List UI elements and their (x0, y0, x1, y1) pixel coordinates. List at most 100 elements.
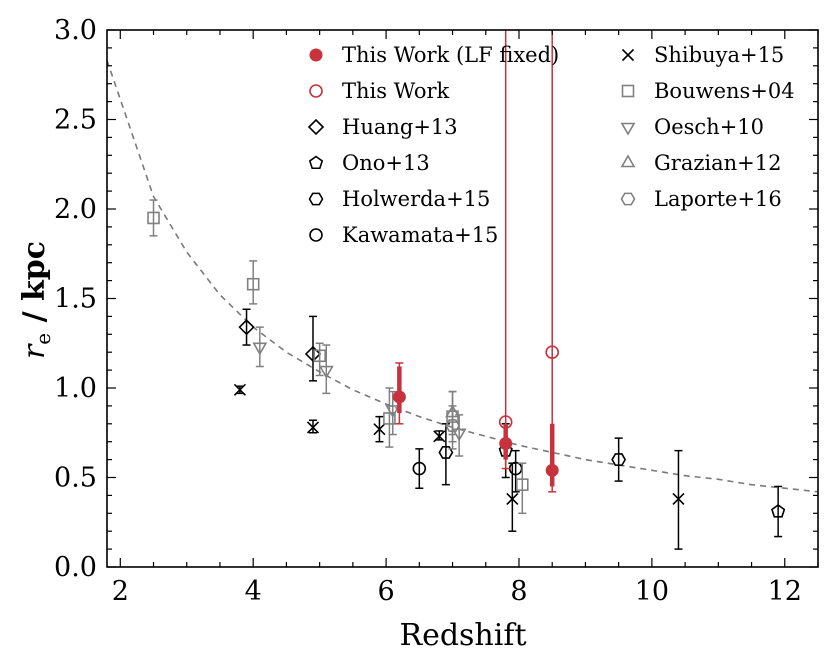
x-tick-label: 6 (377, 576, 394, 607)
legend-marker-ono-13 (308, 155, 324, 170)
legend-item-bouwens-04: Bouwens+04 (621, 79, 795, 103)
point-bouwens-04-2 (246, 277, 260, 291)
legend-marker-holwerda-15 (308, 192, 324, 206)
legend-label-shibuya-15: Shibuya+15 (654, 43, 784, 67)
legend-label-laporte-16: Laporte+16 (654, 187, 782, 211)
point-bouwens-04-2-errorbar (249, 260, 258, 305)
x-tick-label: 2 (112, 576, 129, 607)
legend-marker-this-work-lf-fixed (309, 48, 323, 62)
legend-marker-laporte-16 (620, 192, 636, 206)
y-tick-label: 0.0 (54, 552, 97, 583)
y-axis-label-main: r (17, 343, 52, 359)
point-shibuya-15-5 (506, 492, 519, 506)
legend-marker-bouwens-04 (621, 84, 635, 98)
legend-label-this-work-lf-fixed: This Work (LF fixed) (342, 43, 559, 67)
y-axis-label-sub: e (31, 333, 55, 345)
point-bouwens-04-3 (313, 349, 326, 363)
point-bouwens-04-6 (516, 478, 529, 491)
point-holwerda-15-2 (611, 453, 627, 467)
point-oesch-10-3 (385, 405, 401, 419)
point-bouwens-04-1-errorbar (149, 199, 158, 237)
point-oesch-10-2 (318, 365, 334, 379)
point-holwerda-15-2-errorbar (614, 437, 623, 482)
legend-label-holwerda-15: Holwerda+15 (342, 187, 490, 211)
legend-label-huang-13: Huang+13 (342, 115, 458, 139)
point-shibuya-15-2 (306, 421, 320, 434)
x-axis-label: Redshift (399, 618, 526, 653)
point-huang-13-1 (238, 319, 255, 336)
series-ono-13 (498, 423, 786, 538)
fit-curve (106, 60, 819, 493)
point-shibuya-15-4 (433, 430, 446, 443)
point-huang-13-2-errorbar (308, 315, 317, 382)
series-this-work (498, 345, 560, 429)
svg-text:re / kpc: re / kpc (17, 241, 55, 359)
point-laporte-16-1-errorbar (448, 405, 457, 450)
series-huang-13 (238, 308, 322, 382)
legend-label-this-work: This Work (342, 79, 450, 103)
legend-item-oesch-10: Oesch+10 (620, 115, 764, 139)
data-points-layer (147, 30, 786, 550)
series-this-work-lf-fixed (392, 30, 559, 493)
legend-item-kawamata-15: Kawamata+15 (309, 223, 498, 247)
legend-label-kawamata-15: Kawamata+15 (342, 223, 498, 247)
point-shibuya-15-5-errorbar (508, 462, 517, 532)
plot-frame (106, 29, 819, 568)
point-kawamata-15-1-errorbar (415, 448, 424, 489)
point-oesch-10-2-errorbar (322, 344, 331, 395)
point-oesch-10-3-errorbar (388, 390, 397, 436)
point-oesch-10-1 (252, 342, 268, 356)
point-this-work-lf-fixed-2-errorbar (501, 30, 510, 470)
point-this-work-lf-fixed-3 (545, 463, 559, 477)
point-this-work-lf-fixed-1 (392, 390, 406, 404)
point-laporte-16-1 (445, 419, 460, 433)
legend-marker-kawamata-15 (309, 228, 323, 242)
point-this-work-lf-fixed-2 (499, 436, 513, 450)
legend-item-laporte-16: Laporte+16 (620, 187, 782, 211)
point-bouwens-04-1 (147, 211, 160, 225)
axes-layer: 2 4 6 8 10 12 0.0 0.5 1.0 1.5 2.0 2.5 3.0 (54, 15, 819, 607)
legend-marker-this-work (309, 84, 323, 98)
point-bouwens-04-4-errorbar (385, 387, 394, 448)
series-oesch-10 (252, 326, 467, 457)
legend-label-ono-13: Ono+13 (342, 151, 430, 175)
point-shibuya-15-3 (373, 423, 386, 436)
point-oesch-10-4-errorbar (455, 414, 464, 457)
point-holwerda-15-1-errorbar (441, 423, 450, 486)
legend-item-grazian-12: Grazian+12 (620, 151, 781, 175)
point-shibuya-15-6 (672, 492, 685, 506)
x-tick-label: 10 (635, 576, 669, 607)
y-axis-label-unit: / kpc (17, 241, 52, 333)
y-tick-label: 2.0 (54, 194, 97, 225)
legend-label-oesch-10: Oesch+10 (654, 115, 764, 139)
point-ono-13-2 (771, 504, 786, 518)
legend-item-this-work-lf-fixed: This Work (LF fixed) (309, 43, 559, 67)
point-holwerda-15-1 (438, 446, 454, 459)
y-tick-label: 3.0 (54, 15, 97, 46)
legend-item-holwerda-15: Holwerda+15 (308, 187, 490, 211)
series-shibuya-15 (233, 383, 685, 550)
legend-label-bouwens-04: Bouwens+04 (654, 79, 795, 103)
x-tick-label: 4 (245, 576, 262, 607)
x-tick-label: 12 (768, 576, 802, 607)
y-tick-label: 1.0 (54, 373, 97, 404)
series-bouwens-04 (147, 199, 529, 515)
y-tick-label: 1.5 (54, 284, 97, 315)
legend-item-this-work: This Work (309, 79, 450, 103)
legend-marker-oesch-10 (620, 122, 636, 136)
y-axis-label: re / kpc (17, 241, 55, 359)
point-shibuya-15-1 (233, 383, 246, 396)
legend-label-grazian-12: Grazian+12 (654, 151, 781, 175)
legend-item-ono-13: Ono+13 (308, 151, 430, 175)
point-bouwens-04-3-errorbar (315, 342, 324, 377)
fit-curve-layer (106, 60, 819, 493)
legend-marker-huang-13 (307, 118, 325, 136)
legend: This Work (LF fixed) This Work Huang+13 Ono… (307, 43, 795, 247)
series-holwerda-15 (438, 423, 627, 486)
point-ono-13-2-errorbar (774, 485, 783, 538)
point-this-work-lf-fixed-3-errorbar (548, 30, 557, 493)
point-bouwens-04-4 (383, 412, 396, 425)
y-tick-label: 2.5 (54, 105, 97, 136)
point-kawamata-15-1 (412, 461, 427, 476)
